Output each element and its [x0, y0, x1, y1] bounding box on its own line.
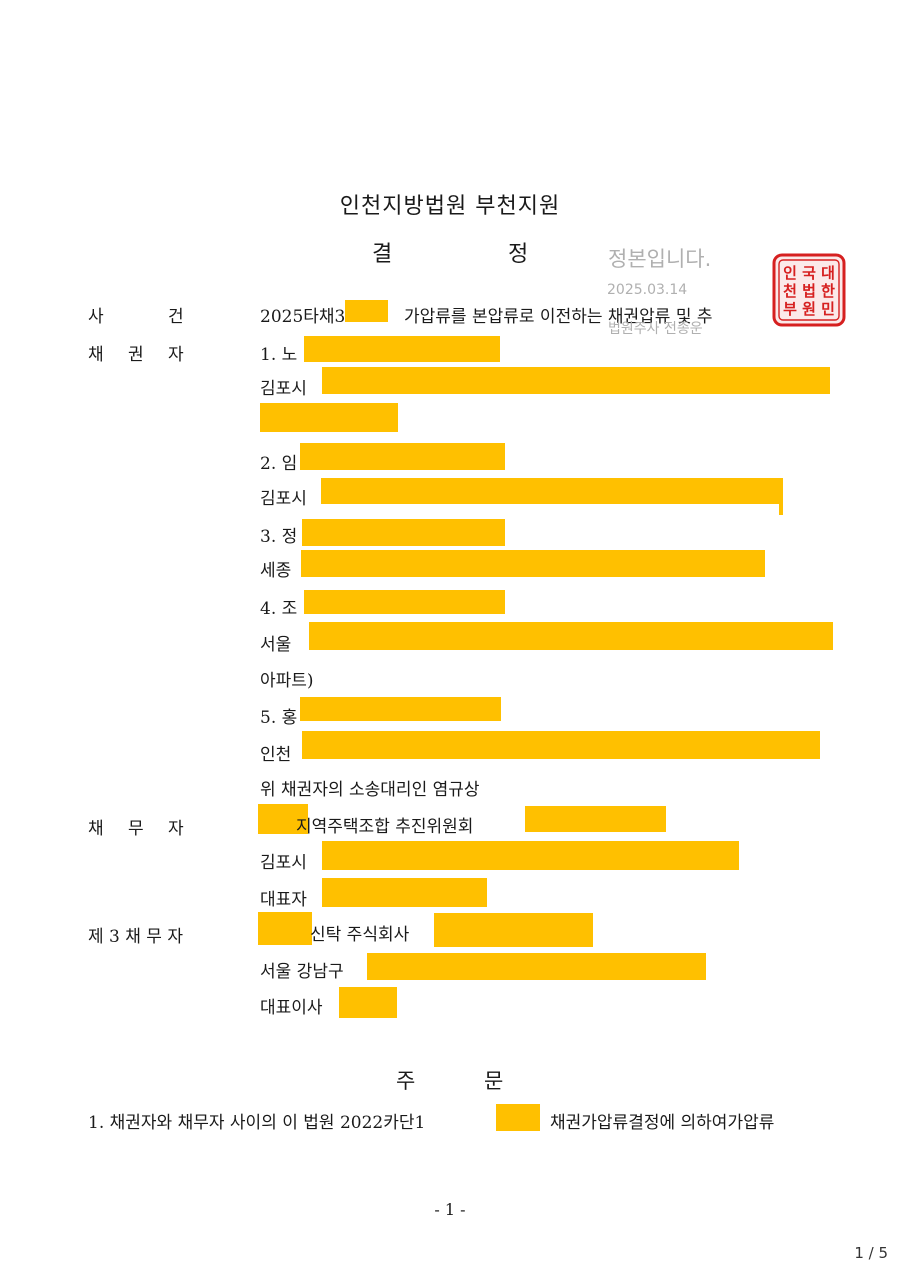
certification-date: 2025.03.14 [607, 282, 688, 298]
label-debtor-2: 무 [128, 819, 144, 839]
page-count: 1 / 5 [854, 1244, 888, 1262]
seal-char: 국 [802, 264, 816, 282]
order-line-1: 1. 채권자와 채무자 사이의 이 법원 2022카단1 [88, 1113, 426, 1133]
redaction-block [367, 953, 706, 980]
redaction-block [301, 550, 765, 577]
doc-type-char-1: 결 [372, 242, 393, 267]
redaction-block [345, 300, 388, 322]
certification-title: 정본입니다. [608, 247, 712, 271]
seal-char: 원 [802, 300, 816, 318]
seal-char: 법 [802, 282, 816, 300]
order-line-1-cont: 채권가압류결정에 의하여가압류 [550, 1113, 775, 1133]
court-title: 인천지방법원 부천지원 [339, 194, 561, 219]
court-seal-icon: 대 한 민 국 법 원 인 천 부 [772, 253, 846, 327]
redaction-block [434, 913, 593, 947]
redaction-block [496, 1104, 540, 1131]
creditor-5-address: 인천 [260, 745, 292, 765]
doc-type-char-2: 정 [508, 242, 529, 267]
redaction-block [322, 841, 739, 870]
redaction-block [258, 804, 308, 834]
redaction-block [525, 806, 666, 832]
seal-char: 대 [821, 264, 835, 282]
redaction-block [309, 622, 833, 650]
seal-char: 민 [821, 300, 835, 318]
seal-char: 천 [783, 282, 797, 300]
creditor-3-name: 3. 정 [260, 527, 298, 547]
third-debtor-representative: 대표이사 [260, 998, 323, 1018]
creditor-attorney: 위 채권자의 소송대리인 염규상 [260, 780, 480, 800]
redaction-block [302, 519, 505, 546]
redaction-block [304, 590, 505, 614]
certification-officer: 법원주사 전종운 [608, 321, 703, 337]
order-title-char-1: 주 [396, 1069, 416, 1093]
redaction-block [339, 987, 397, 1018]
redaction-block [304, 336, 500, 362]
label-creditor-2: 권 [128, 345, 144, 365]
redaction-block [322, 878, 487, 907]
debtor-address: 김포시 [260, 853, 307, 873]
seal-char: 부 [783, 300, 797, 318]
redaction-block [779, 503, 783, 515]
creditor-4-name: 4. 조 [260, 599, 298, 619]
creditor-1-address: 김포시 [260, 379, 307, 399]
debtor-representative: 대표자 [260, 890, 307, 910]
label-debtor-1: 채 [88, 819, 104, 839]
creditor-2-name: 2. 임 [260, 454, 298, 474]
redaction-block [258, 912, 312, 945]
seal-char: 한 [821, 282, 835, 300]
label-debtor-3: 자 [168, 819, 184, 839]
creditor-2-address: 김포시 [260, 489, 307, 509]
case-number-prefix: 2025타채3 [260, 307, 346, 327]
order-title-char-2: 문 [484, 1069, 504, 1093]
label-third-debtor: 제 3 채 무 자 [88, 927, 183, 947]
seal-char: 인 [783, 264, 797, 282]
third-debtor-name: 신탁 주식회사 [310, 925, 410, 945]
creditor-5-name: 5. 홍 [260, 708, 298, 728]
creditor-3-address: 세종 [260, 561, 292, 581]
redaction-block [321, 478, 783, 504]
page-number: - 1 - [434, 1200, 466, 1219]
creditor-4-address: 서울 [260, 635, 292, 655]
label-creditor-3: 자 [168, 345, 184, 365]
redaction-block [300, 697, 501, 721]
case-description: 가압류를 본압류로 이전하는 채권압류 및 추 [404, 307, 713, 327]
redaction-block [260, 403, 398, 432]
label-creditor-1: 채 [88, 345, 104, 365]
label-case-1: 사 [88, 307, 104, 327]
creditor-4-address-cont: 아파트) [260, 671, 314, 691]
debtor-name: 지역주택조합 추진위원회 [296, 817, 474, 837]
redaction-block [322, 367, 830, 394]
label-case-2: 건 [168, 307, 184, 327]
redaction-block [302, 731, 820, 759]
third-debtor-address: 서울 강남구 [260, 962, 344, 982]
redaction-block [300, 443, 505, 470]
creditor-1-name: 1. 노 [260, 345, 298, 365]
